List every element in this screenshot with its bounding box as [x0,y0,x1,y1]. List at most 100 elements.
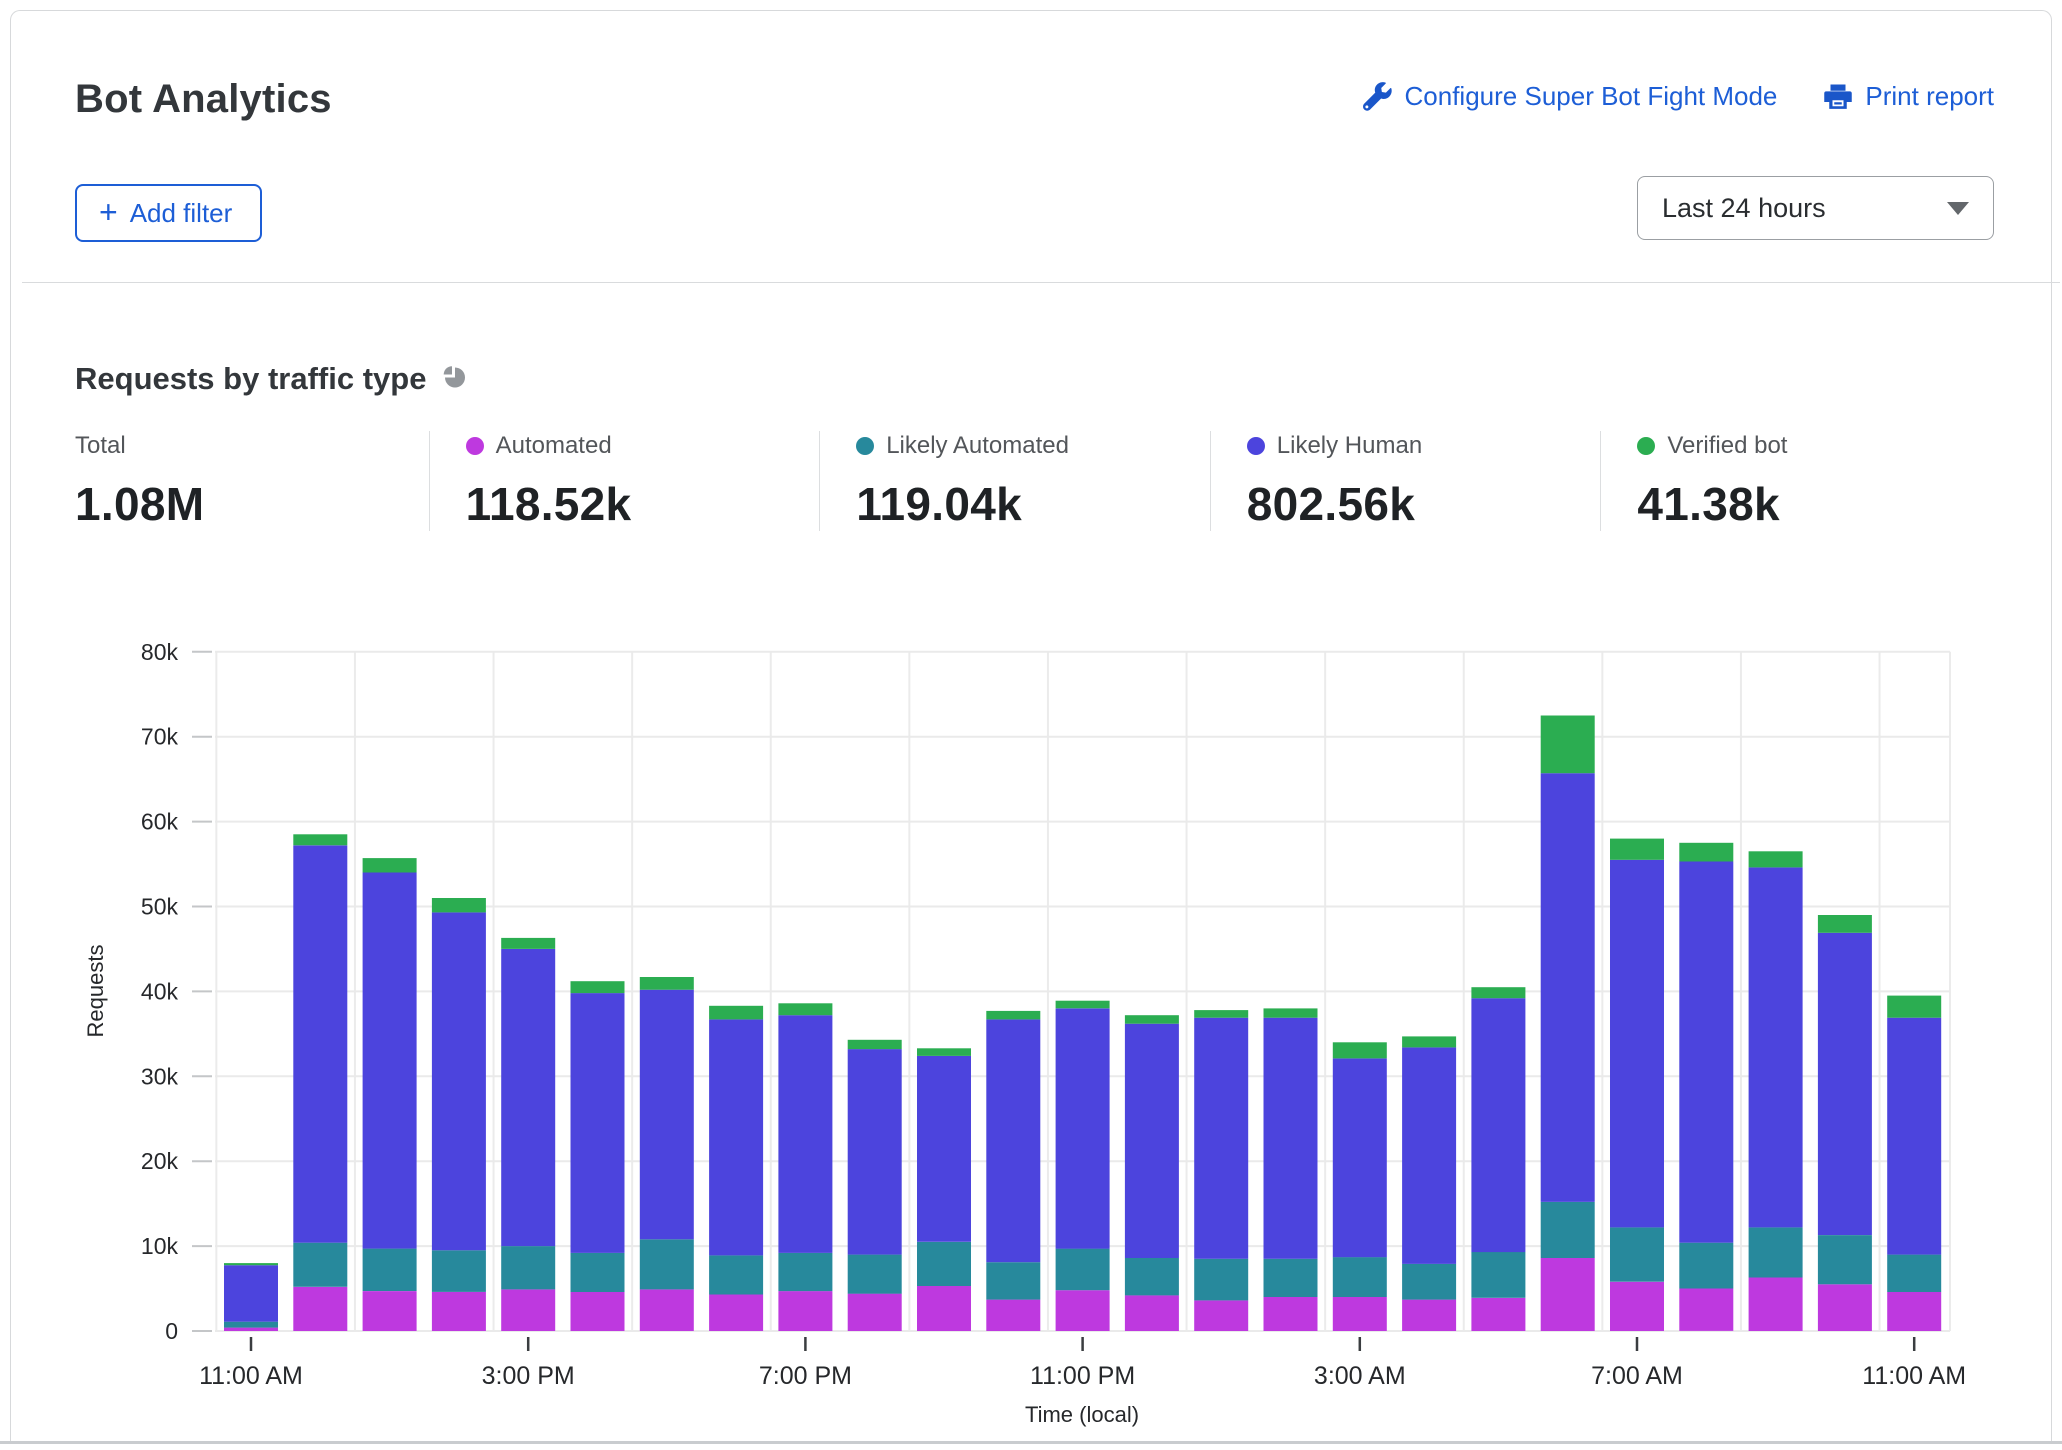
bar-3:00 PM[interactable] [501,937,556,1331]
bar-segment-likely-automated[interactable] [1055,1248,1110,1291]
bar-segment-likely-human[interactable] [293,845,348,1243]
bar-segment-automated[interactable] [1402,1299,1457,1331]
bar-10:00 PM[interactable] [986,1010,1041,1331]
bar-8:00 AM[interactable] [1679,842,1734,1331]
bar-segment-verified-bot[interactable] [431,898,486,913]
bar-segment-verified-bot[interactable] [917,1048,971,1056]
bar-segment-likely-human[interactable] [1402,1047,1457,1264]
bar-12:00 AM[interactable] [1124,1015,1179,1331]
bar-segment-likely-automated[interactable] [778,1252,833,1292]
bar-segment-likely-automated[interactable] [639,1239,694,1290]
bar-segment-verified-bot[interactable] [1817,915,1872,933]
bar-segment-likely-human[interactable] [709,1019,764,1256]
bar-segment-likely-automated[interactable] [917,1241,971,1286]
bar-segment-likely-human[interactable] [639,989,694,1240]
bar-segment-likely-human[interactable] [1332,1058,1387,1258]
bar-segment-likely-automated[interactable] [1887,1254,1942,1292]
bar-4:00 PM[interactable] [570,981,625,1331]
bar-segment-likely-automated[interactable] [1679,1242,1734,1289]
bar-segment-likely-automated[interactable] [1817,1235,1872,1285]
bar-segment-automated[interactable] [986,1299,1041,1331]
bar-segment-likely-human[interactable] [847,1049,902,1255]
time-range-select[interactable]: Last 24 hours [1637,176,1994,240]
bar-segment-automated[interactable] [431,1291,486,1331]
bar-segment-likely-human[interactable] [1540,773,1595,1202]
bar-segment-likely-human[interactable] [1817,932,1872,1235]
bar-segment-likely-human[interactable] [778,1015,833,1253]
bar-12:00 PM[interactable] [293,834,348,1331]
bar-segment-verified-bot[interactable] [1540,715,1595,774]
bar-segment-automated[interactable] [570,1291,625,1331]
bar-segment-likely-automated[interactable] [224,1321,278,1328]
bar-segment-likely-human[interactable] [570,993,625,1253]
bar-segment-likely-automated[interactable] [1402,1263,1457,1300]
bar-1:00 AM[interactable] [1194,1010,1249,1331]
print-report-link[interactable]: Print report [1823,81,1994,112]
bar-segment-verified-bot[interactable] [362,858,417,873]
bar-7:00 PM[interactable] [778,1003,833,1331]
bar-segment-automated[interactable] [1194,1300,1249,1331]
bar-segment-verified-bot[interactable] [293,834,348,846]
bar-segment-likely-automated[interactable] [1124,1258,1179,1296]
bar-segment-likely-human[interactable] [917,1055,971,1242]
bar-segment-verified-bot[interactable] [1332,1042,1387,1059]
bar-segment-verified-bot[interactable] [1263,1008,1318,1018]
bar-segment-likely-human[interactable] [1194,1017,1249,1259]
bar-segment-likely-human[interactable] [431,912,486,1251]
bar-segment-likely-automated[interactable] [431,1250,486,1292]
bar-segment-automated[interactable] [1471,1297,1526,1331]
bar-segment-likely-human[interactable] [1679,861,1734,1243]
bar-segment-likely-automated[interactable] [709,1255,764,1295]
bar-segment-automated[interactable] [1055,1290,1110,1331]
bar-11:00 AM[interactable] [224,1263,278,1331]
bar-segment-automated[interactable] [362,1291,417,1331]
bar-segment-likely-automated[interactable] [1332,1257,1387,1297]
bar-9:00 PM[interactable] [917,1048,971,1331]
bar-segment-likely-human[interactable] [1471,998,1526,1253]
bar-segment-likely-automated[interactable] [1471,1252,1526,1298]
bar-3:00 AM[interactable] [1332,1042,1387,1331]
bar-segment-likely-automated[interactable] [501,1246,556,1290]
bar-segment-verified-bot[interactable] [1055,1000,1110,1009]
bar-2:00 AM[interactable] [1263,1008,1318,1331]
bar-4:00 AM[interactable] [1402,1036,1457,1331]
bar-segment-automated[interactable] [709,1294,764,1332]
bar-segment-verified-bot[interactable] [986,1010,1041,1020]
bar-segment-automated[interactable] [293,1286,348,1331]
bar-segment-verified-bot[interactable] [778,1003,833,1016]
bar-segment-verified-bot[interactable] [501,937,556,949]
bar-segment-verified-bot[interactable] [639,977,694,990]
bar-segment-likely-human[interactable] [1748,867,1803,1228]
bar-8:00 PM[interactable] [847,1039,902,1331]
bar-segment-verified-bot[interactable] [709,1005,764,1020]
bar-segment-likely-human[interactable] [1263,1017,1318,1259]
bar-segment-likely-automated[interactable] [1748,1227,1803,1278]
bar-segment-verified-bot[interactable] [224,1263,278,1266]
bar-11:00 PM[interactable] [1055,1000,1110,1331]
bar-segment-automated[interactable] [501,1289,556,1331]
bar-2:00 PM[interactable] [431,898,486,1331]
bar-5:00 PM[interactable] [639,977,694,1331]
bar-segment-likely-automated[interactable] [570,1252,625,1292]
bar-segment-verified-bot[interactable] [1610,838,1664,860]
bar-segment-automated[interactable] [1817,1284,1872,1331]
bar-11:00 AM[interactable] [1887,995,1942,1331]
bar-segment-automated[interactable] [1332,1297,1387,1331]
bar-segment-verified-bot[interactable] [1748,851,1803,868]
bar-6:00 AM[interactable] [1540,715,1595,1332]
bar-7:00 AM[interactable] [1610,838,1664,1331]
bar-segment-automated[interactable] [1610,1281,1664,1331]
bar-segment-likely-automated[interactable] [362,1248,417,1291]
bar-segment-automated[interactable] [847,1293,902,1331]
bar-segment-automated[interactable] [639,1289,694,1331]
configure-super-bot-fight-mode-link[interactable]: Configure Super Bot Fight Mode [1362,81,1777,112]
bar-segment-automated[interactable] [1887,1291,1942,1331]
bar-segment-automated[interactable] [778,1291,833,1331]
bar-segment-automated[interactable] [1263,1297,1318,1331]
bar-segment-likely-automated[interactable] [293,1242,348,1287]
bar-segment-automated[interactable] [224,1327,278,1331]
bar-segment-likely-automated[interactable] [1263,1258,1318,1297]
bar-segment-likely-human[interactable] [1610,859,1664,1228]
bar-segment-verified-bot[interactable] [570,981,625,994]
bar-segment-likely-human[interactable] [224,1265,278,1322]
